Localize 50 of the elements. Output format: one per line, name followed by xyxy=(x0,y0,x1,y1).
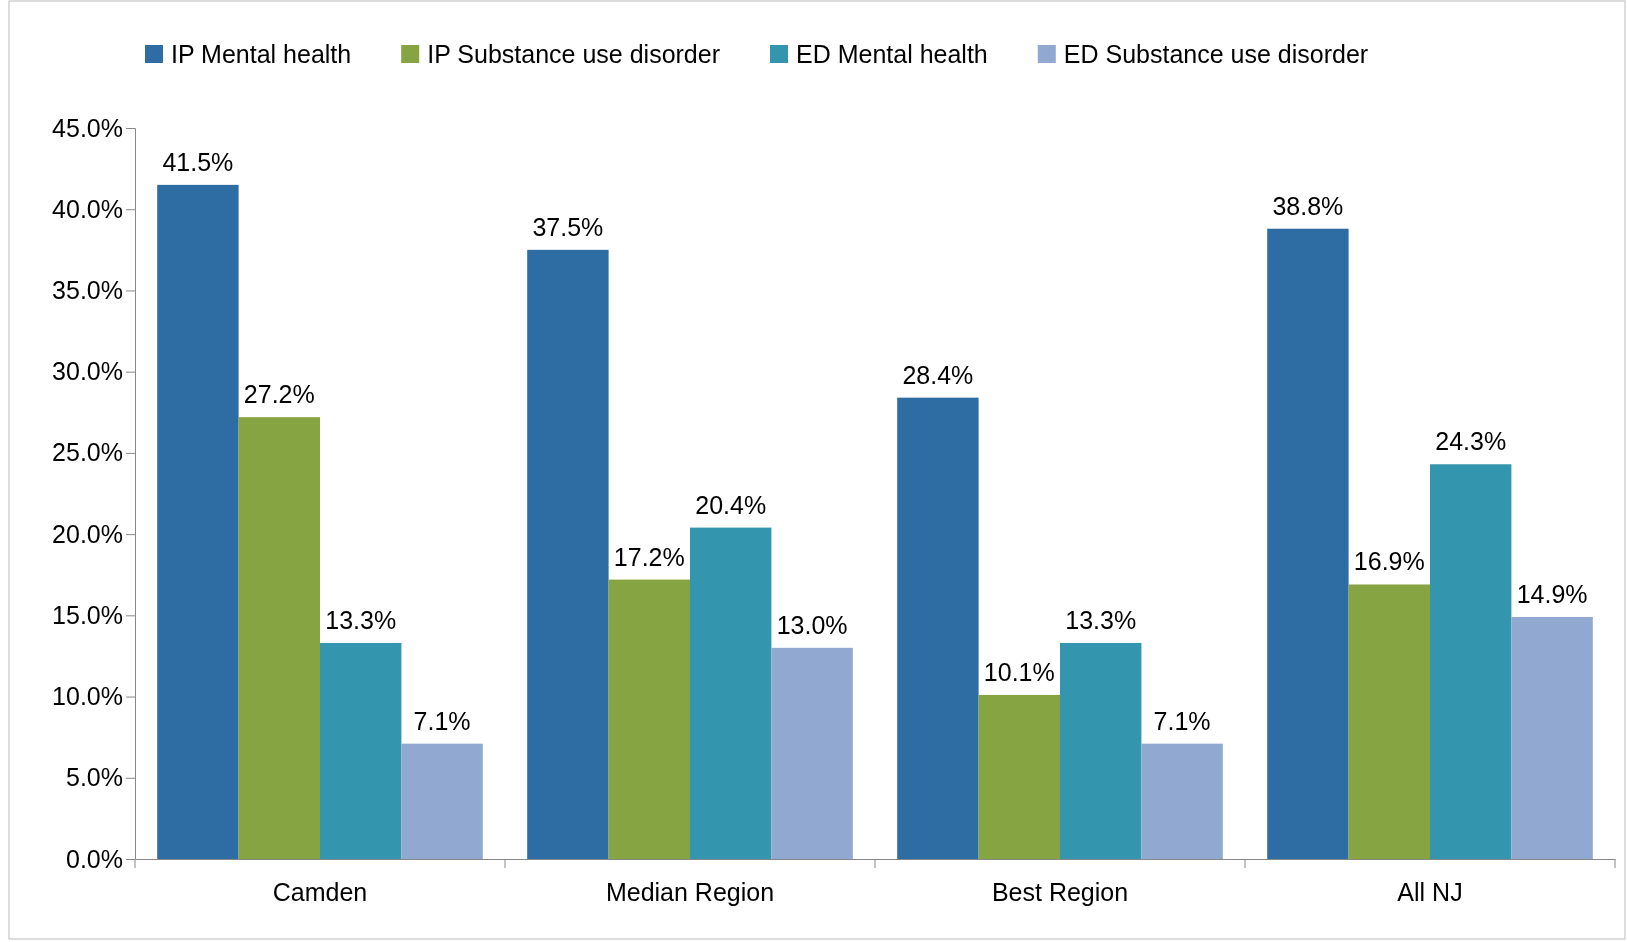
bar xyxy=(978,694,1060,859)
y-tick-label: 40.0% xyxy=(52,194,123,223)
y-tick-label: 15.0% xyxy=(52,600,123,629)
x-tick-label: Median Region xyxy=(605,877,775,906)
data-label: 7.1% xyxy=(1153,706,1211,735)
data-label: 17.2% xyxy=(613,542,685,571)
bar xyxy=(320,642,402,859)
legend-label: ED Substance use disorder xyxy=(1063,40,1369,68)
bar xyxy=(1141,743,1223,859)
y-tick-label: 25.0% xyxy=(52,438,123,467)
data-label: 13.0% xyxy=(776,610,848,639)
data-label: 24.3% xyxy=(1435,427,1507,456)
y-tick-label: 45.0% xyxy=(52,113,123,142)
y-tick-label: 20.0% xyxy=(52,519,123,548)
bar xyxy=(1267,228,1349,859)
data-label: 27.2% xyxy=(243,380,315,409)
y-tick-label: 35.0% xyxy=(52,275,123,304)
y-tick-label: 10.0% xyxy=(52,682,123,711)
bar xyxy=(401,743,483,859)
data-label: 10.1% xyxy=(983,657,1055,686)
data-label: 37.5% xyxy=(532,212,604,241)
x-tick-label: Best Region xyxy=(991,877,1129,906)
y-tick-label: 30.0% xyxy=(52,357,123,386)
bar xyxy=(1430,464,1512,859)
data-label: 13.3% xyxy=(1065,605,1137,634)
bar xyxy=(238,417,320,859)
x-tick-label: All NJ xyxy=(1397,877,1463,906)
x-tick-label: Camden xyxy=(272,877,368,906)
bar xyxy=(527,249,609,859)
data-label: 38.8% xyxy=(1272,191,1344,220)
bar xyxy=(1348,584,1430,859)
bar xyxy=(771,647,853,859)
y-tick-label: 0.0% xyxy=(66,844,123,873)
bar xyxy=(690,527,772,859)
data-label: 14.9% xyxy=(1516,579,1588,608)
data-label: 7.1% xyxy=(413,706,471,735)
data-label: 13.3% xyxy=(325,605,397,634)
bar xyxy=(1060,642,1142,859)
y-tick-label: 5.0% xyxy=(66,763,123,792)
bar xyxy=(608,579,690,859)
bar xyxy=(897,397,979,859)
bar xyxy=(1511,616,1593,859)
legend-label: IP Substance use disorder xyxy=(427,40,720,68)
legend-label: IP Mental health xyxy=(171,40,352,68)
data-label: 28.4% xyxy=(902,360,974,389)
data-label: 41.5% xyxy=(162,147,234,176)
data-label: 16.9% xyxy=(1353,547,1425,576)
bar xyxy=(157,184,239,859)
data-label: 20.4% xyxy=(695,490,767,519)
legend-label: ED Mental health xyxy=(796,40,988,68)
